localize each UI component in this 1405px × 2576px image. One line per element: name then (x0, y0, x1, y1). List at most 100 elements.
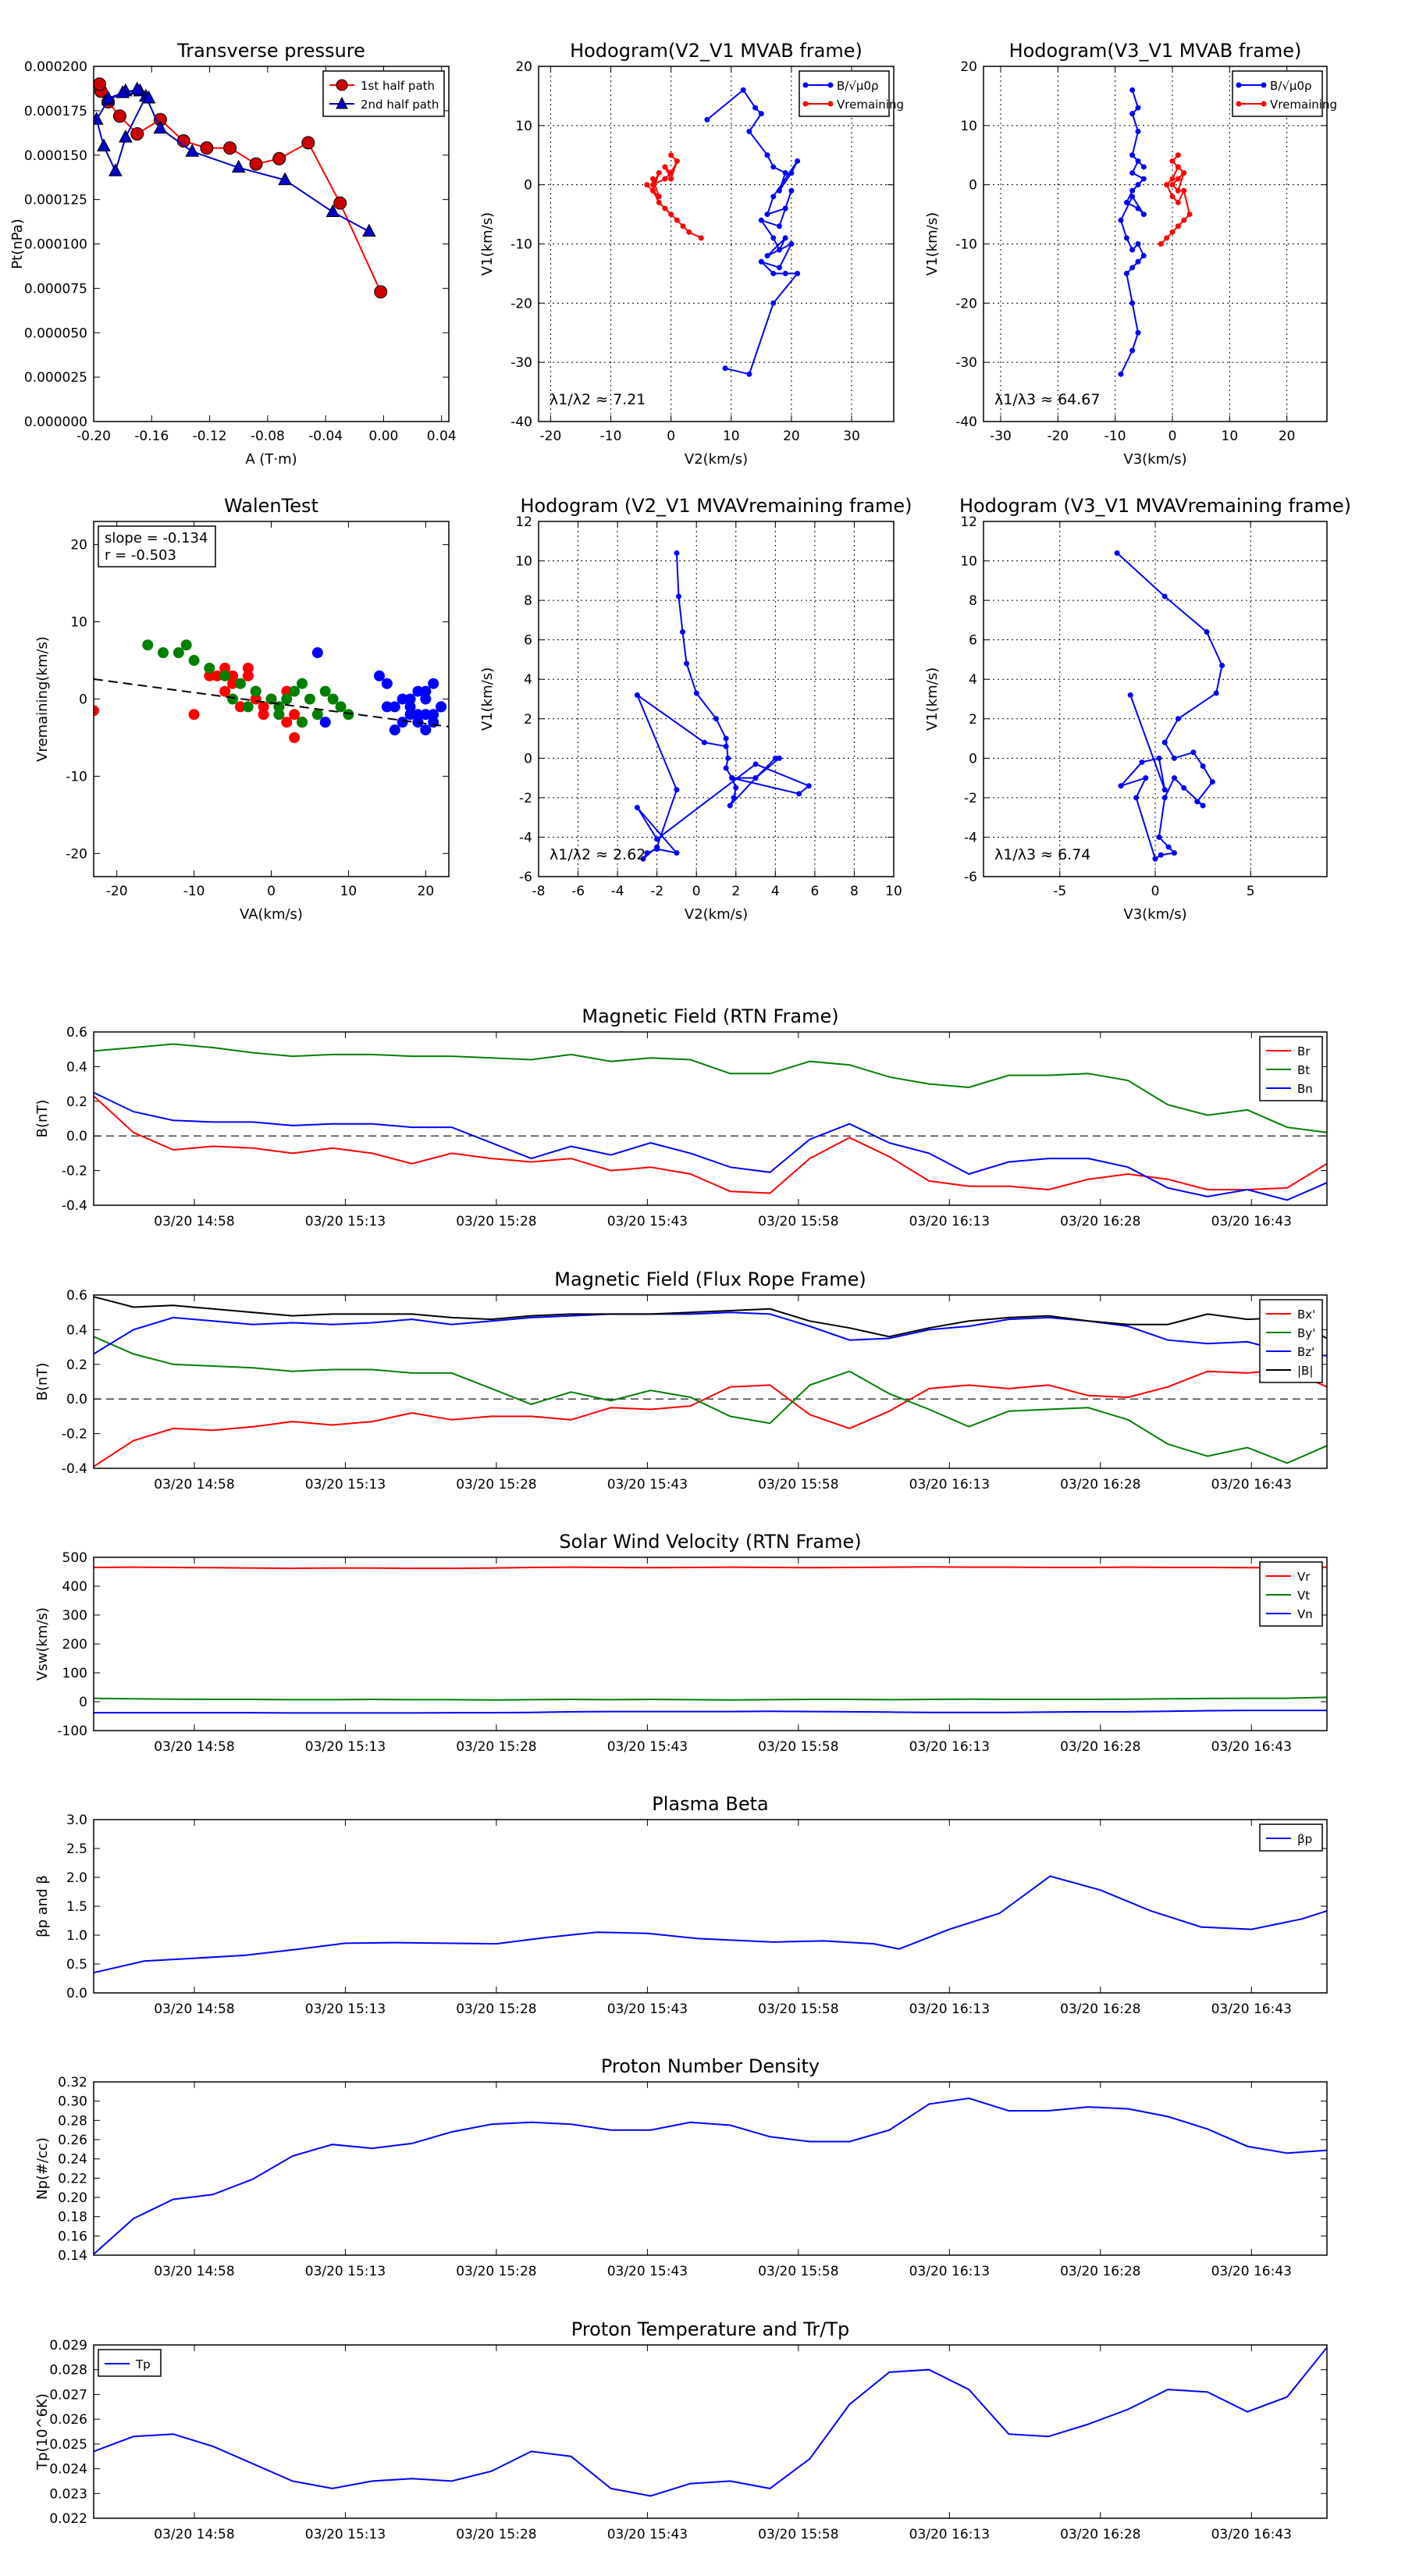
legend-label: βp (1297, 1832, 1312, 1846)
x-tick-label: -8 (532, 884, 546, 899)
legend-marker (336, 79, 348, 91)
data-point (304, 693, 315, 705)
x-tick-label: 0 (1168, 429, 1177, 444)
legend-label: Vremaining (837, 98, 904, 112)
y-tick-label: 12 (960, 514, 977, 530)
series-line-Vremaining (646, 155, 702, 239)
chart-tp_temp: Proton Temperature and Tr/Tp 03/20 14:58 0… (34, 2318, 1328, 2542)
data-point (297, 717, 308, 728)
x-tick-label: 20 (1279, 429, 1296, 444)
data-point (733, 785, 739, 791)
data-point (770, 235, 777, 241)
x-tick-label: 03/20 14:58 (154, 1477, 234, 1493)
series-line-Vt (94, 1696, 1327, 1701)
x-tick-label: 30 (843, 429, 860, 444)
plot-area (1118, 87, 1193, 377)
data-point (729, 775, 735, 781)
data-point (381, 701, 393, 713)
data-point (227, 678, 239, 689)
plot-area (94, 2347, 1327, 2497)
data-point (1181, 785, 1187, 791)
data-point (1175, 199, 1181, 205)
data-point (234, 678, 246, 689)
series-line-Bt (94, 1043, 1327, 1133)
x-tick-label: 03/20 15:13 (305, 2527, 386, 2542)
data-point (223, 141, 237, 155)
x-tick-label: 03/20 15:28 (456, 1477, 536, 1493)
y-tick-label: 6 (969, 633, 977, 649)
data-point (420, 724, 432, 736)
data-point (770, 194, 777, 200)
legend-label: Vt (1297, 1589, 1310, 1603)
x-tick-label: 0 (1151, 884, 1160, 899)
data-point (698, 235, 704, 241)
y-tick-label: 0.029 (49, 2338, 87, 2354)
data-point (180, 639, 192, 651)
y-tick-label: 400 (62, 1579, 87, 1595)
plot-area (94, 639, 449, 743)
x-tick-label: 03/20 15:43 (607, 1214, 688, 1229)
y-tick-label: 2.0 (66, 1870, 87, 1886)
y-tick-label: 0.22 (58, 2171, 87, 2186)
data-point (674, 550, 680, 556)
data-point (219, 685, 231, 697)
data-point (770, 164, 777, 170)
legend-label: 2nd half path (361, 98, 439, 112)
plot-area (1114, 550, 1225, 862)
x-tick-label: 03/20 15:58 (758, 2527, 838, 2542)
y-tick-label: 0.024 (49, 2462, 87, 2478)
chart-hodo1: Hodogram(V2_V1 MVAB frame) -20 -10 0 10 20 30 -… (479, 40, 904, 468)
data-point (273, 709, 285, 720)
data-point (684, 660, 690, 667)
data-point (362, 223, 376, 237)
legend-marker (1261, 101, 1267, 107)
data-point (662, 164, 668, 170)
data-point (1169, 182, 1176, 188)
data-point (656, 170, 662, 176)
data-point (1135, 128, 1141, 134)
data-point (1118, 371, 1124, 377)
data-point (674, 158, 680, 164)
data-point (297, 678, 308, 689)
x-tick-label: 03/20 16:13 (909, 2264, 990, 2279)
plot-frame (538, 521, 895, 877)
y-tick-label: 0.4 (66, 1322, 87, 1338)
chart-title: Hodogram (V3_V1 MVAVremaining frame) (959, 495, 1351, 517)
data-point (404, 701, 416, 713)
x-tick-label: 03/20 14:58 (154, 2527, 234, 2542)
x-tick-label: 03/20 15:43 (607, 1739, 688, 1755)
data-point (242, 662, 254, 674)
plot-frame (93, 2344, 1328, 2519)
x-tick-label: 8 (850, 884, 859, 899)
data-point (94, 705, 99, 717)
x-tick-label: 03/20 14:58 (154, 1739, 234, 1755)
annotation: λ1/λ3 ≈ 64.67 (994, 391, 1100, 408)
y-tick-label: 0.000100 (24, 237, 87, 253)
data-point (343, 709, 354, 720)
series-line-0 (1116, 552, 1223, 860)
data-point (723, 735, 729, 742)
chart-mag_fr: Magnetic Field (Flux Rope Frame) 03/20 14… (34, 1268, 1328, 1493)
data-point (289, 685, 301, 697)
data-point (97, 138, 111, 151)
data-point (1118, 217, 1124, 223)
data-point (795, 270, 801, 276)
data-point (644, 182, 650, 188)
data-point (1171, 755, 1177, 761)
y-tick-label: 0.023 (49, 2486, 87, 2502)
legend-label: 1st half path (361, 79, 435, 93)
series-line-Vr (94, 1566, 1327, 1570)
data-point (389, 701, 400, 713)
data-point (173, 647, 184, 659)
y-tick-label: 10 (960, 554, 977, 570)
data-point (420, 685, 432, 697)
y-tick-label: -30 (955, 355, 977, 371)
x-tick-label: 0 (667, 429, 675, 444)
y-axis-label: βp and β (34, 1875, 51, 1937)
data-point (325, 204, 340, 218)
chart-title: Magnetic Field (RTN Frame) (582, 1005, 838, 1027)
x-tick-label: 03/20 16:13 (909, 1477, 990, 1493)
plot-frame (93, 521, 450, 877)
data-point (289, 709, 301, 720)
data-point (130, 81, 144, 95)
